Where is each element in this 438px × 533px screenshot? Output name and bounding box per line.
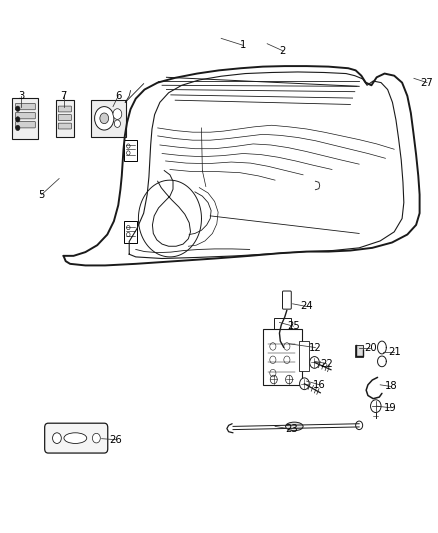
FancyBboxPatch shape xyxy=(124,140,137,161)
Text: 12: 12 xyxy=(309,343,322,352)
Circle shape xyxy=(371,400,381,413)
Text: 1: 1 xyxy=(240,41,246,50)
Circle shape xyxy=(113,109,122,119)
FancyBboxPatch shape xyxy=(124,221,137,243)
FancyBboxPatch shape xyxy=(58,106,71,112)
Circle shape xyxy=(114,120,120,127)
Text: 18: 18 xyxy=(385,382,397,391)
FancyBboxPatch shape xyxy=(263,329,302,385)
FancyBboxPatch shape xyxy=(58,123,71,129)
Text: 26: 26 xyxy=(110,435,123,445)
FancyBboxPatch shape xyxy=(355,345,363,357)
Circle shape xyxy=(16,125,20,131)
Text: 6: 6 xyxy=(115,91,121,101)
FancyBboxPatch shape xyxy=(16,112,35,119)
FancyBboxPatch shape xyxy=(16,122,35,128)
Text: 23: 23 xyxy=(285,424,297,434)
Text: 27: 27 xyxy=(420,78,434,87)
Text: 24: 24 xyxy=(300,302,313,311)
Circle shape xyxy=(100,113,109,124)
FancyBboxPatch shape xyxy=(299,341,309,371)
FancyBboxPatch shape xyxy=(16,103,35,110)
Text: 16: 16 xyxy=(313,380,326,390)
Circle shape xyxy=(53,433,61,443)
Ellipse shape xyxy=(64,433,87,443)
Circle shape xyxy=(16,106,20,111)
FancyBboxPatch shape xyxy=(91,100,126,136)
Circle shape xyxy=(92,433,100,443)
Text: 25: 25 xyxy=(287,321,300,331)
FancyBboxPatch shape xyxy=(58,115,71,120)
Text: 7: 7 xyxy=(60,91,67,101)
Text: 2: 2 xyxy=(279,46,286,55)
FancyBboxPatch shape xyxy=(45,423,108,453)
Text: 3: 3 xyxy=(18,91,24,101)
FancyBboxPatch shape xyxy=(13,98,38,139)
Text: 20: 20 xyxy=(364,343,376,352)
Ellipse shape xyxy=(286,422,303,431)
FancyBboxPatch shape xyxy=(56,100,74,136)
FancyBboxPatch shape xyxy=(274,318,291,332)
Text: 21: 21 xyxy=(388,347,401,357)
Circle shape xyxy=(310,357,319,368)
Circle shape xyxy=(16,117,20,122)
Text: 19: 19 xyxy=(384,403,397,413)
Circle shape xyxy=(95,107,114,130)
FancyBboxPatch shape xyxy=(283,291,291,309)
Circle shape xyxy=(300,378,309,390)
Text: 5: 5 xyxy=(39,190,45,199)
Text: 22: 22 xyxy=(320,359,333,368)
